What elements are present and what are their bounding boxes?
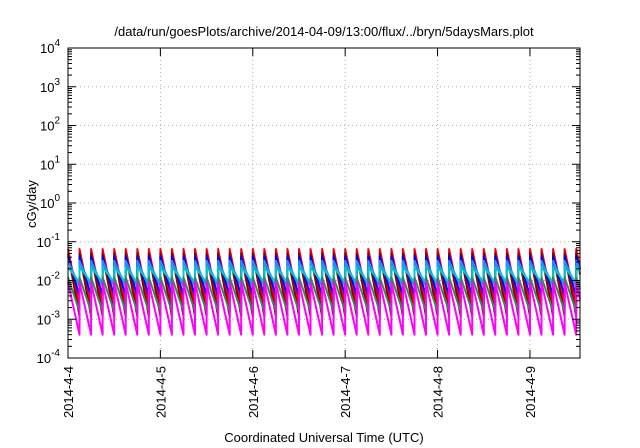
axis-ticks: 10-4 10-3 10-2 10-1 100 101 102 103 104 2014-4-4 2… xyxy=(37,38,580,418)
series-line-5 xyxy=(67,266,581,284)
y-tick-label: 101 xyxy=(40,154,60,172)
y-tick-label: 104 xyxy=(40,38,60,56)
x-tick-label: 2014-4-4 xyxy=(61,366,76,418)
x-tick-label: 2014-4-7 xyxy=(338,366,353,418)
series-line-6 xyxy=(67,276,581,313)
y-tick-label: 10-4 xyxy=(37,348,61,366)
chart-title: /data/run/goesPlots/archive/2014-04-09/1… xyxy=(114,24,534,39)
x-axis-label: Coordinated Universal Time (UTC) xyxy=(224,430,423,445)
x-tick-label: 2014-4-5 xyxy=(153,366,168,418)
y-tick-label: 102 xyxy=(40,116,60,134)
y-tick-label: 100 xyxy=(40,193,60,211)
y-tick-label: 10-1 xyxy=(37,232,61,250)
x-tick-label: 2014-4-6 xyxy=(246,366,261,418)
series-lines xyxy=(67,248,581,336)
y-tick-label: 103 xyxy=(40,77,60,95)
y-axis-label: cGy/day xyxy=(24,180,39,228)
x-tick-label: 2014-4-9 xyxy=(523,366,538,418)
x-tick-label: 2014-4-8 xyxy=(431,366,446,418)
series-line-7 xyxy=(67,281,581,336)
y-tick-label: 10-3 xyxy=(37,309,61,327)
y-tick-label: 10-2 xyxy=(37,271,61,289)
